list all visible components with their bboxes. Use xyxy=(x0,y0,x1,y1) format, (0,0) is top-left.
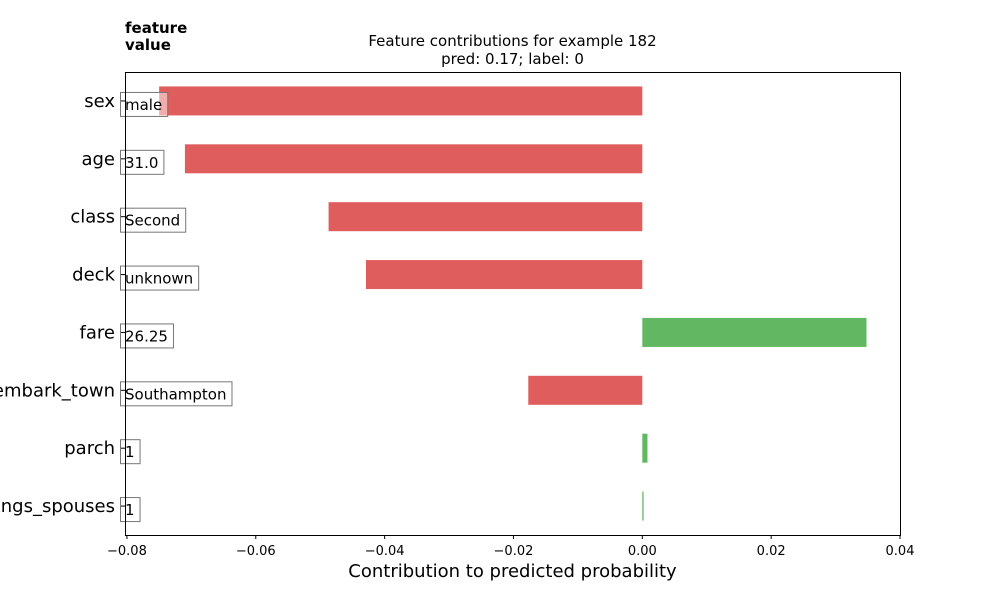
bar-deck xyxy=(365,260,643,290)
y-tick-label: deck xyxy=(72,265,115,286)
feature-value-box: male xyxy=(120,91,169,117)
x-tick-label: −0.02 xyxy=(494,544,534,559)
y-tick-label: fare xyxy=(80,322,115,343)
y-tick-label: age xyxy=(81,149,115,170)
bar-class xyxy=(328,202,643,232)
feature-value-text: 1 xyxy=(125,501,135,519)
feature-value-frame xyxy=(120,207,187,233)
bar-age xyxy=(184,144,643,174)
bar-embark-town xyxy=(528,375,643,405)
y-tick-label: class xyxy=(70,207,115,228)
feature-value-text: Second xyxy=(125,212,180,230)
feature-value-box: unknown xyxy=(120,265,200,291)
feature-value-box: 1 xyxy=(120,497,141,523)
plot-frame xyxy=(125,72,901,536)
chart-title-block: Feature contributions for example 182 pr… xyxy=(125,32,900,68)
feature-value-text: 1 xyxy=(125,443,135,461)
x-tick-label: 0.00 xyxy=(628,544,657,559)
corner-label-line-1: feature xyxy=(125,19,188,37)
feature-value-box: Second xyxy=(120,207,187,233)
feature-value-text: Southampton xyxy=(125,385,226,403)
feature-value-corner-label: feature value xyxy=(125,20,187,54)
bar-parch xyxy=(642,433,648,463)
x-tick-label: 0.02 xyxy=(757,544,786,559)
feature-value-box: 26.25 xyxy=(120,323,174,349)
feature-value-box: 1 xyxy=(120,439,141,465)
feature-value-text: unknown xyxy=(125,270,193,288)
x-tick-label: −0.06 xyxy=(236,544,276,559)
corner-label-line-2: value xyxy=(125,36,171,54)
feature-value-text: 26.25 xyxy=(125,327,168,345)
feature-value-box: Southampton xyxy=(120,381,233,407)
bar-n-siblings-spouses xyxy=(642,491,644,521)
y-tick-label: embark_town xyxy=(0,380,115,401)
chart-subtitle: pred: 0.17; label: 0 xyxy=(441,50,584,68)
x-axis-label: Contribution to predicted probability xyxy=(348,561,677,582)
y-tick-label: n_siblings_spouses xyxy=(0,496,115,517)
bar-fare xyxy=(642,317,867,347)
feature-value-frame xyxy=(120,149,165,175)
x-tick-label: −0.08 xyxy=(107,544,147,559)
x-tick-label: 0.04 xyxy=(886,544,915,559)
feature-value-frame xyxy=(120,265,200,291)
y-tick-label: sex xyxy=(84,91,115,112)
feature-value-frame xyxy=(120,381,233,407)
feature-value-text: 31.0 xyxy=(125,154,158,172)
feature-value-box: 31.0 xyxy=(120,149,165,175)
bar-sex xyxy=(159,86,643,116)
x-tick-label: −0.04 xyxy=(365,544,405,559)
y-tick-label: parch xyxy=(64,438,115,459)
feature-value-text: male xyxy=(125,96,162,114)
chart-title: Feature contributions for example 182 xyxy=(368,32,657,50)
feature-value-frame xyxy=(120,323,174,349)
feature-value-frame xyxy=(120,91,169,117)
